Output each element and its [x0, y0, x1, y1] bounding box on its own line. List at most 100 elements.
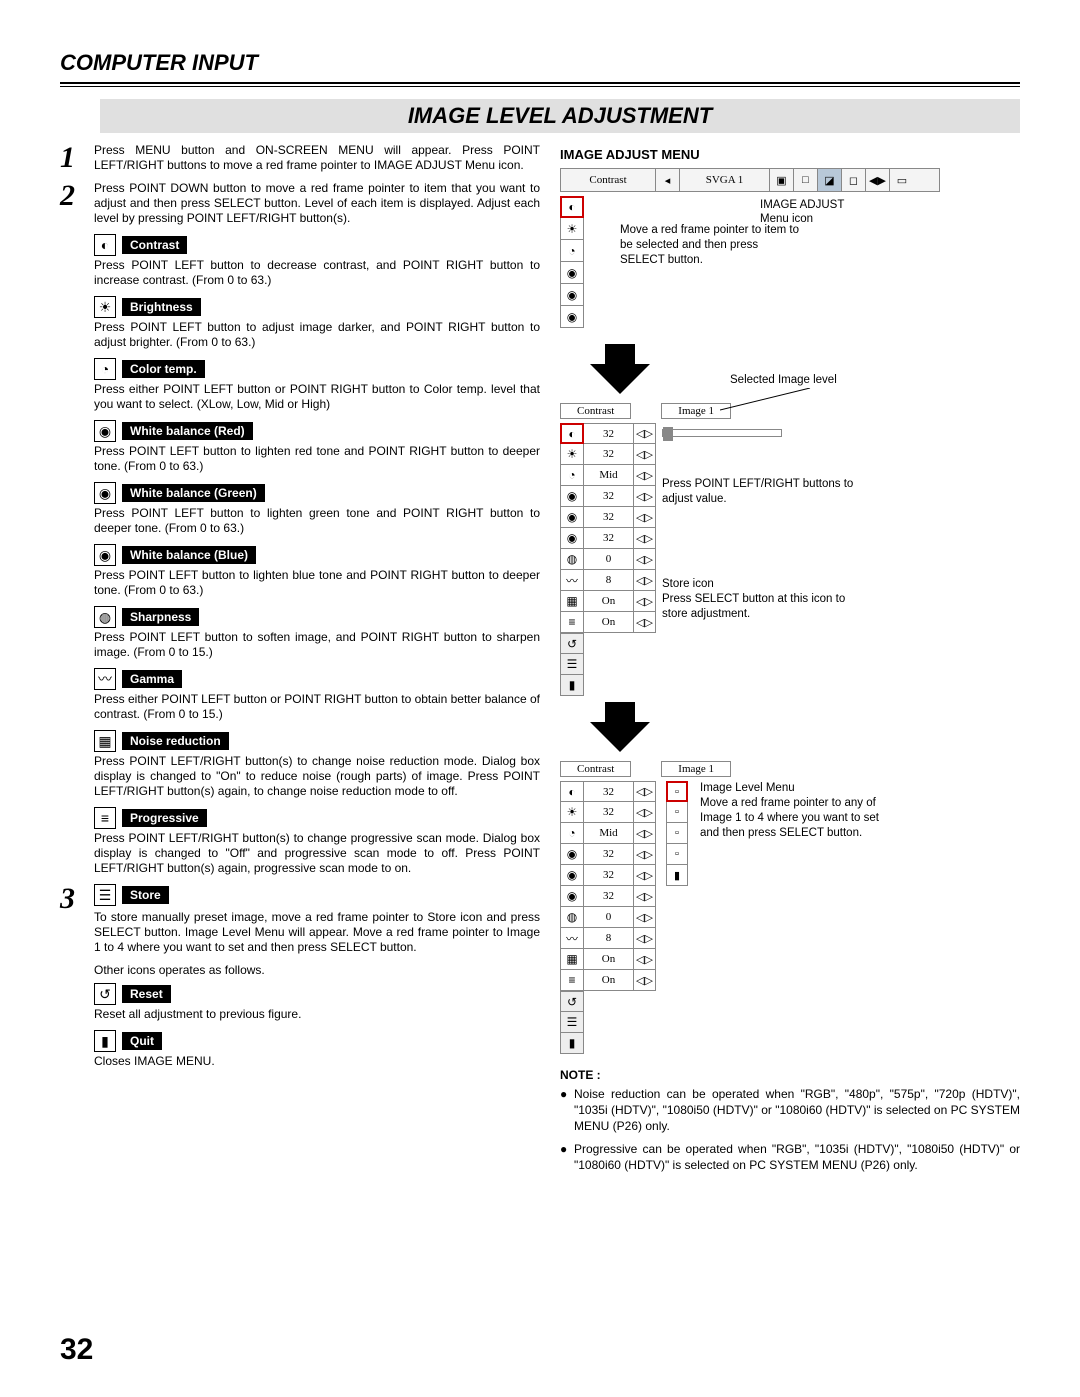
item-desc: Press POINT LEFT button to decrease cont…: [94, 258, 540, 288]
down-arrow-icon: [590, 344, 650, 394]
adjust-row: ☀ 32 ◁▷: [560, 802, 656, 823]
item-sharpness: ◍ Sharpness Press POINT LEFT button to s…: [94, 606, 540, 660]
adjust-row: ◉ 32 ◁▷: [560, 507, 656, 528]
side-icon-1: ◐: [560, 196, 584, 218]
row-value: 32: [584, 444, 634, 465]
row-icon: ◔: [560, 465, 584, 486]
adjust-row: ◉ 32 ◁▷: [560, 486, 656, 507]
quit-label: Quit: [122, 1032, 162, 1050]
adjust-row: ◉ 32 ◁▷: [560, 886, 656, 907]
note-bullet: Noise reduction can be operated when "RG…: [560, 1086, 1020, 1135]
annot-level-desc: Move a red frame pointer to any of Image…: [700, 796, 890, 841]
item-label: White balance (Green): [122, 484, 265, 502]
panel2-level-icons: ▫▫▫▫▮: [666, 781, 688, 991]
item-white-balance-red-: ◉ White balance (Red) Press POINT LEFT b…: [94, 420, 540, 474]
row-arrow-icon: ◁▷: [634, 865, 656, 886]
annot-image-adjust-a: IMAGE ADJUST: [760, 198, 844, 213]
step-1-text: Press MENU button and ON-SCREEN MENU wil…: [94, 143, 540, 173]
panel2-header-right: Image 1: [661, 761, 731, 777]
row-value: 0: [584, 907, 634, 928]
adjust-row: ☀ 32 ◁▷: [560, 444, 656, 465]
row-icon: ◉: [560, 886, 584, 907]
side-icons: ◐ ☀ ◔ ◉ ◉ ◉: [560, 196, 584, 328]
reset-icon: ↺: [94, 983, 116, 1005]
quit-desc: Closes IMAGE MENU.: [94, 1054, 540, 1069]
noise-icon: ▦: [94, 730, 116, 752]
row-value: 32: [584, 886, 634, 907]
side-icon-5: ◉: [560, 284, 584, 306]
row-arrow-icon: ◁▷: [634, 591, 656, 612]
annot-adjust-value: Press POINT LEFT/RIGHT buttons to adjust…: [662, 477, 862, 507]
page-number: 32: [60, 1333, 93, 1367]
row-arrow-icon: ◁▷: [634, 844, 656, 865]
bottom-icon: ▮: [560, 1033, 584, 1054]
row-arrow-icon: ◁▷: [634, 465, 656, 486]
row-arrow-icon: ◁▷: [634, 423, 656, 444]
adjust-row: ◉ 32 ◁▷: [560, 528, 656, 549]
menubar-icon-2: □: [794, 169, 818, 191]
item-desc: Press POINT LEFT/RIGHT button(s) to chan…: [94, 754, 540, 799]
row-arrow-icon: ◁▷: [634, 802, 656, 823]
row-value: On: [584, 591, 634, 612]
row-value: Mid: [584, 823, 634, 844]
menubar-contrast: Contrast: [561, 169, 656, 191]
row-icon: ▦: [560, 949, 584, 970]
row-arrow-icon: ◁▷: [634, 486, 656, 507]
row-icon: ◉: [560, 507, 584, 528]
item-label: Noise reduction: [122, 732, 229, 750]
step-2: 2 Press POINT DOWN button to move a red …: [60, 181, 540, 226]
row-arrow-icon: ◁▷: [634, 507, 656, 528]
side-icon-2: ☀: [560, 218, 584, 240]
menubar-svga: SVGA 1: [680, 169, 770, 191]
image-adjust-menu-heading: IMAGE ADJUST MENU: [560, 147, 1020, 162]
adjust-row: ≡ On ◁▷: [560, 970, 656, 991]
adjust-row: ◐ 32 ◁▷: [560, 423, 656, 444]
wb-blue-icon: ◉: [94, 544, 116, 566]
item-label: White balance (Red): [122, 422, 253, 440]
annot-move-pointer: Move a red frame pointer to item to be s…: [620, 223, 800, 268]
color-temp-icon: ◔: [94, 358, 116, 380]
reset-desc: Reset all adjustment to previous figure.: [94, 1007, 540, 1022]
row-arrow-icon: ◁▷: [634, 570, 656, 591]
page-header: COMPUTER INPUT: [60, 50, 1020, 76]
reset-label: Reset: [122, 985, 171, 1003]
item-label: Color temp.: [122, 360, 205, 378]
wb-red-icon: ◉: [94, 420, 116, 442]
annot-store-2: Press SELECT button at this icon to stor…: [662, 592, 872, 622]
bottom-icon: ↺: [560, 991, 584, 1012]
store-icon: ☰: [94, 884, 116, 906]
item-label: Progressive: [122, 809, 207, 827]
row-icon: ≡: [560, 970, 584, 991]
item-desc: Press either POINT LEFT button or POINT …: [94, 692, 540, 722]
row-icon: ☀: [560, 802, 584, 823]
item-white-balance-green-: ◉ White balance (Green) Press POINT LEFT…: [94, 482, 540, 536]
menubar-icon-3: ◪: [818, 169, 842, 191]
row-icon: 〰: [560, 928, 584, 949]
adjust-row: ◍ 0 ◁▷: [560, 907, 656, 928]
item-desc: Press POINT LEFT button to lighten green…: [94, 506, 540, 536]
row-value: 32: [584, 486, 634, 507]
annot-selected-level: Selected Image level: [730, 373, 837, 388]
row-icon: ◐: [560, 781, 584, 802]
row-icon: ◐: [560, 423, 584, 444]
wb-green-icon: ◉: [94, 482, 116, 504]
menu-strip: Contrast ◂ SVGA 1 ▣ □ ◪ ◻ ◀▶ ▭: [560, 168, 940, 192]
level-icon: ▫: [666, 781, 688, 802]
progressive-icon: ≡: [94, 807, 116, 829]
other-icons-note: Other icons operates as follows.: [94, 963, 540, 977]
row-arrow-icon: ◁▷: [634, 781, 656, 802]
row-value: On: [584, 949, 634, 970]
item-contrast: ◐ Contrast Press POINT LEFT button to de…: [94, 234, 540, 288]
row-icon: ◍: [560, 907, 584, 928]
adjust-row: ◔ Mid ◁▷: [560, 465, 656, 486]
item-label: Gamma: [122, 670, 182, 688]
menubar-icon-4: ◻: [842, 169, 866, 191]
row-value: 32: [584, 865, 634, 886]
adjust-row: 〰 8 ◁▷: [560, 570, 656, 591]
item-gamma: 〰 Gamma Press either POINT LEFT button o…: [94, 668, 540, 722]
note-block: NOTE : Noise reduction can be operated w…: [560, 1068, 1020, 1173]
row-icon: 〰: [560, 570, 584, 591]
row-arrow-icon: ◁▷: [634, 928, 656, 949]
level-icon: ▮: [666, 865, 688, 886]
right-column: IMAGE ADJUST MENU Contrast ◂ SVGA 1 ▣ □ …: [560, 143, 1020, 1179]
